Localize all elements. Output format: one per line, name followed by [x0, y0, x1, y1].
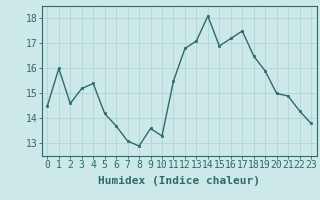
X-axis label: Humidex (Indice chaleur): Humidex (Indice chaleur) — [98, 176, 260, 186]
